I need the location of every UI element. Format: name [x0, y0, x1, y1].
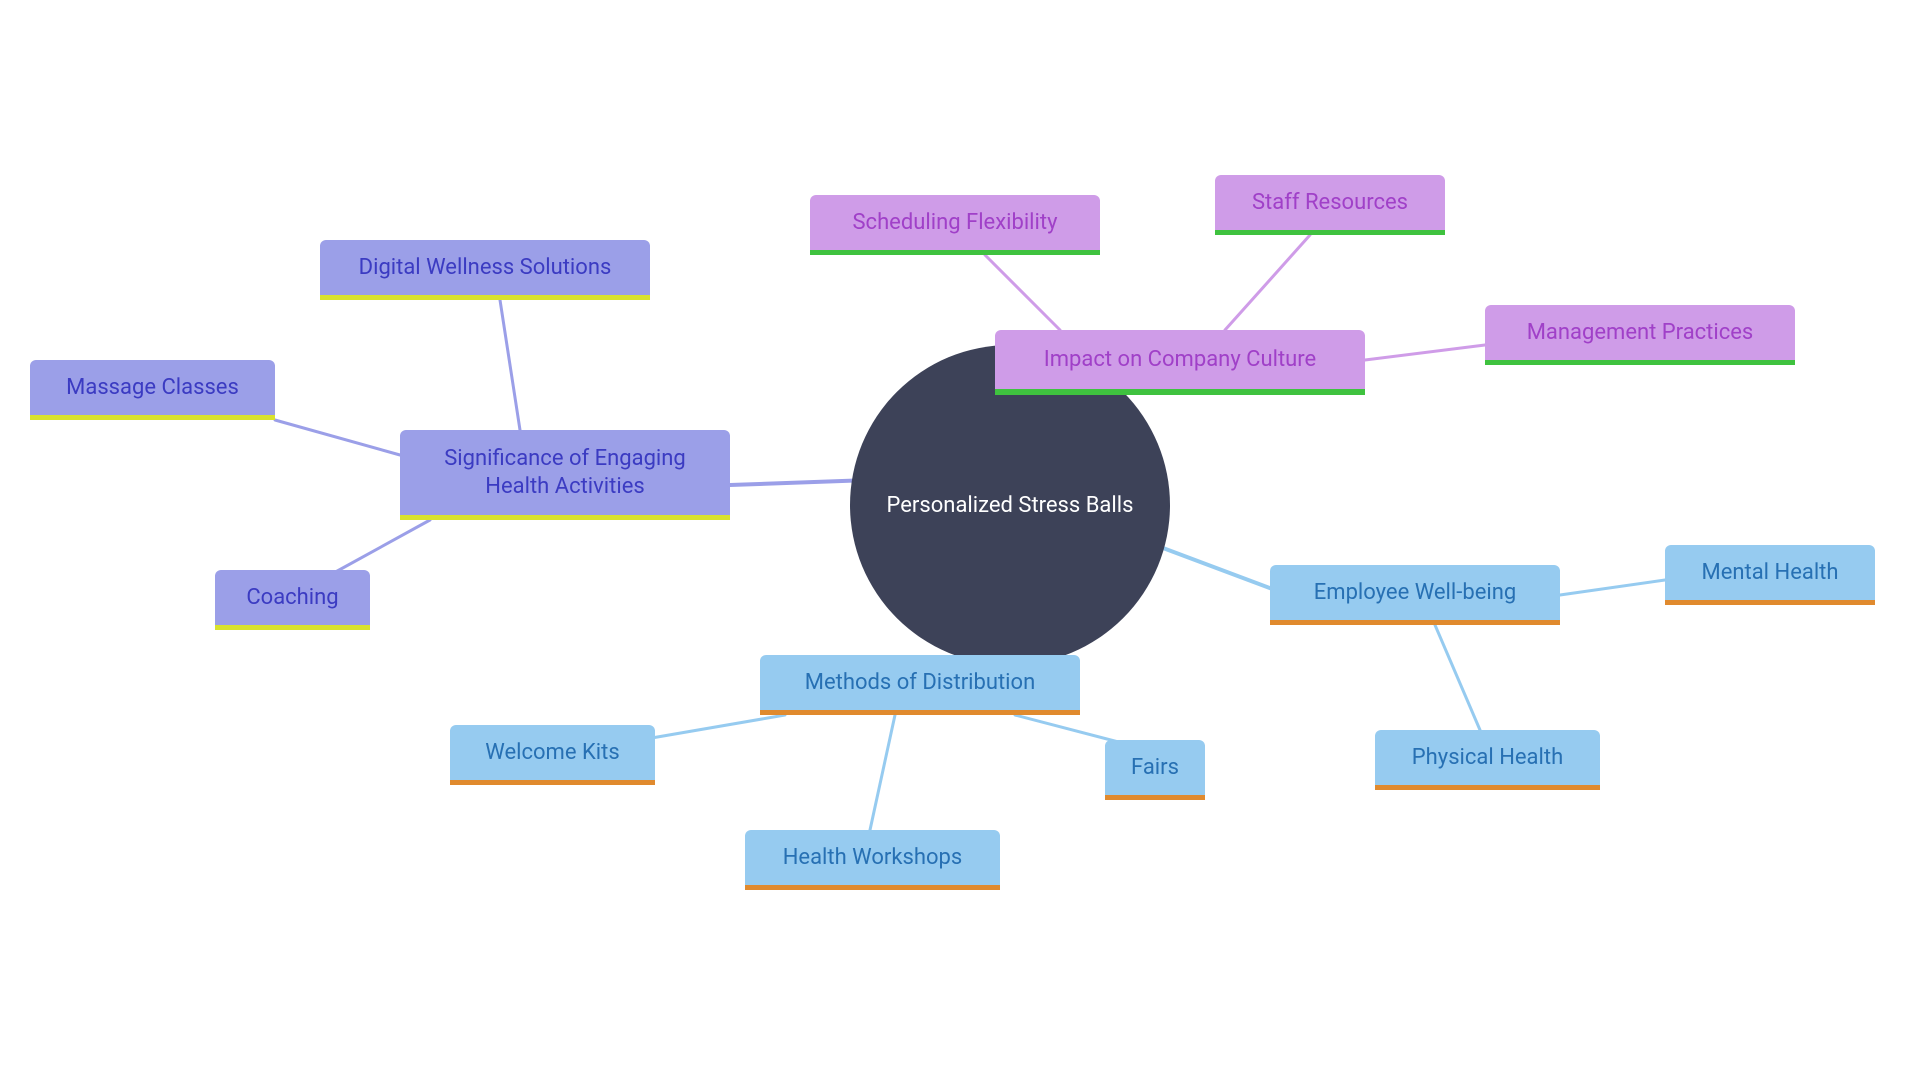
- leaf-coaching-label: Coaching: [246, 584, 338, 612]
- leaf-health-workshops-label: Health Workshops: [783, 844, 963, 872]
- leaf-staff-resources: Staff Resources: [1215, 175, 1445, 235]
- center-node-label: Personalized Stress Balls: [887, 493, 1134, 518]
- branch-employee-wellbeing: Employee Well-being: [1270, 565, 1560, 625]
- leaf-digital-wellness-label: Digital Wellness Solutions: [359, 254, 612, 282]
- branch-significance-label: Significance of Engaging Health Activiti…: [444, 445, 686, 500]
- leaf-mgmt-practices-label: Management Practices: [1527, 319, 1754, 347]
- leaf-welcome-kits-label: Welcome Kits: [485, 739, 619, 767]
- leaf-physical-health: Physical Health: [1375, 730, 1600, 790]
- leaf-mental-health-label: Mental Health: [1702, 559, 1839, 587]
- branch-significance: Significance of Engaging Health Activiti…: [400, 430, 730, 520]
- leaf-fairs: Fairs: [1105, 740, 1205, 800]
- leaf-physical-health-label: Physical Health: [1412, 744, 1563, 772]
- leaf-digital-wellness: Digital Wellness Solutions: [320, 240, 650, 300]
- branch-methods-dist: Methods of Distribution: [760, 655, 1080, 715]
- leaf-welcome-kits: Welcome Kits: [450, 725, 655, 785]
- leaf-health-workshops: Health Workshops: [745, 830, 1000, 890]
- branch-impact-culture: Impact on Company Culture: [995, 330, 1365, 395]
- leaf-staff-resources-label: Staff Resources: [1252, 189, 1408, 217]
- branch-employee-wellbeing-label: Employee Well-being: [1314, 579, 1516, 607]
- leaf-mgmt-practices: Management Practices: [1485, 305, 1795, 365]
- leaf-coaching: Coaching: [215, 570, 370, 630]
- leaf-scheduling-flex: Scheduling Flexibility: [810, 195, 1100, 255]
- leaf-scheduling-flex-label: Scheduling Flexibility: [852, 209, 1057, 237]
- mindmap-canvas: Personalized Stress Balls Significance of…: [0, 0, 1920, 1080]
- leaf-mental-health: Mental Health: [1665, 545, 1875, 605]
- branch-methods-dist-label: Methods of Distribution: [805, 669, 1035, 697]
- leaf-massage-classes-label: Massage Classes: [66, 374, 239, 402]
- branch-impact-culture-label: Impact on Company Culture: [1044, 346, 1316, 374]
- leaf-massage-classes: Massage Classes: [30, 360, 275, 420]
- leaf-fairs-label: Fairs: [1131, 754, 1179, 782]
